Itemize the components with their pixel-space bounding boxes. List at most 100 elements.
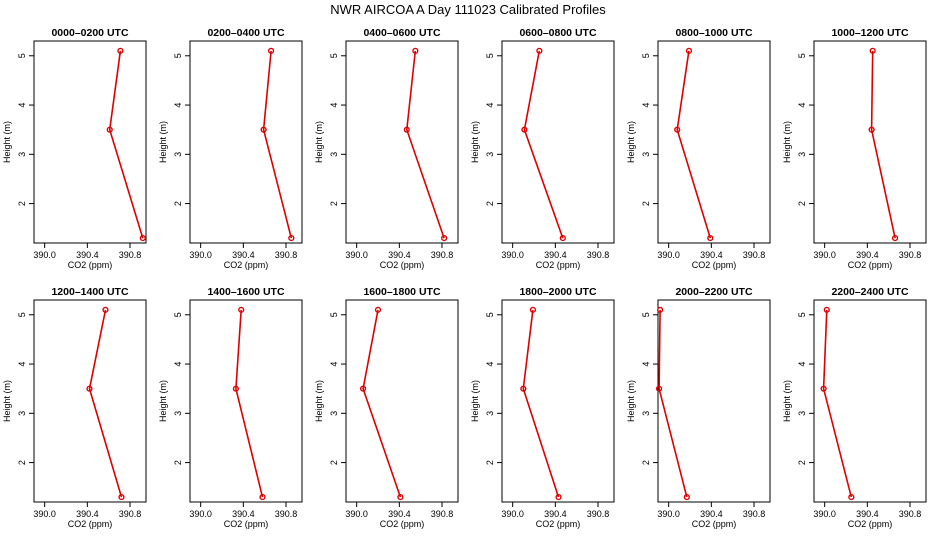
x-tick-label: 390.8 bbox=[119, 509, 142, 519]
profile-panel: 0800–1000 UTC 390.0 390.4 390.8 2 3 4 5 CO2 (ppm… bbox=[626, 27, 771, 270]
x-tick-label: 390.0 bbox=[813, 509, 836, 519]
y-tick-label: 5 bbox=[173, 53, 183, 58]
y-tick-label: 5 bbox=[17, 53, 27, 58]
panel-title: 1400–1600 UTC bbox=[207, 286, 284, 298]
data-point bbox=[397, 493, 404, 501]
data-point bbox=[139, 234, 146, 242]
y-tick-label: 5 bbox=[797, 53, 807, 58]
x-tick-label: 390.0 bbox=[501, 250, 524, 260]
data-point bbox=[869, 47, 876, 54]
x-tick-label: 390.8 bbox=[899, 509, 922, 519]
y-axis-label: Height (m) bbox=[2, 121, 12, 163]
plot-frame bbox=[813, 299, 927, 503]
y-tick-label: 3 bbox=[485, 411, 495, 416]
y-tick-label: 2 bbox=[485, 201, 495, 206]
y-axis-label: Height (m) bbox=[2, 380, 12, 422]
y-tick-label: 4 bbox=[797, 103, 807, 108]
x-tick-label: 390.0 bbox=[657, 250, 680, 260]
profile-line bbox=[522, 309, 560, 498]
data-point bbox=[374, 306, 382, 313]
data-point bbox=[559, 234, 566, 242]
x-tick-label: 390.0 bbox=[345, 250, 368, 260]
profile-line bbox=[108, 50, 144, 239]
y-axis-label: Height (m) bbox=[626, 380, 636, 422]
y-tick-label: 3 bbox=[329, 411, 339, 416]
plot-frame bbox=[501, 40, 615, 244]
y-tick-label: 5 bbox=[485, 312, 495, 317]
data-point bbox=[848, 493, 855, 501]
x-tick-label: 390.4 bbox=[700, 509, 723, 519]
y-axis-label: Height (m) bbox=[782, 121, 792, 163]
y-tick-label: 4 bbox=[329, 362, 339, 367]
y-axis-label: Height (m) bbox=[158, 121, 168, 163]
y-tick-label: 5 bbox=[797, 312, 807, 317]
y-tick-label: 2 bbox=[173, 460, 183, 465]
y-tick-label: 3 bbox=[797, 152, 807, 157]
x-tick-label: 390.0 bbox=[501, 509, 524, 519]
profile-panel: 1600–1800 UTC 390.0 390.4 390.8 2 3 4 5 CO2 (ppm… bbox=[314, 286, 459, 529]
profile-line bbox=[405, 50, 445, 239]
data-point bbox=[102, 306, 109, 313]
plot-frame bbox=[33, 40, 147, 244]
y-tick-label: 4 bbox=[641, 362, 651, 367]
x-tick-label: 390.0 bbox=[657, 509, 680, 519]
x-tick-label: 390.8 bbox=[431, 509, 454, 519]
plot-frame bbox=[189, 299, 303, 503]
profile-panel: 1400–1600 UTC 390.0 390.4 390.8 2 3 4 5 CO2 (ppm… bbox=[158, 286, 303, 529]
y-tick-label: 2 bbox=[641, 201, 651, 206]
x-tick-label: 390.8 bbox=[431, 250, 454, 260]
panel-title: 0600–0800 UTC bbox=[519, 27, 596, 39]
data-point bbox=[288, 234, 295, 242]
plot-frame bbox=[33, 299, 147, 503]
panel-title: 2200–2400 UTC bbox=[831, 286, 908, 298]
x-tick-label: 390.8 bbox=[743, 509, 766, 519]
panel-grid: 0000–0200 UTC 390.0 390.4 390.8 2 3 4 5 CO2 (ppm… bbox=[2, 27, 927, 529]
y-tick-label: 3 bbox=[641, 411, 651, 416]
x-tick-label: 390.8 bbox=[275, 509, 298, 519]
y-tick-label: 3 bbox=[17, 152, 27, 157]
y-tick-label: 5 bbox=[641, 53, 651, 58]
profile-line bbox=[262, 50, 293, 239]
x-axis-label: CO2 (ppm) bbox=[536, 260, 581, 270]
profile-panel: 2200–2400 UTC 390.0 390.4 390.8 2 3 4 5 CO2 (ppm… bbox=[782, 286, 927, 529]
x-tick-label: 390.4 bbox=[232, 250, 255, 260]
y-tick-label: 3 bbox=[173, 411, 183, 416]
data-point bbox=[403, 126, 410, 133]
x-axis-label: CO2 (ppm) bbox=[380, 260, 425, 270]
x-axis-label: CO2 (ppm) bbox=[848, 519, 893, 529]
x-tick-label: 390.4 bbox=[388, 250, 411, 260]
y-axis-label: Height (m) bbox=[314, 380, 324, 422]
data-point bbox=[106, 126, 113, 133]
data-point bbox=[259, 493, 266, 501]
data-point bbox=[260, 126, 267, 133]
y-tick-label: 5 bbox=[173, 312, 183, 317]
panel-title: 0400–0600 UTC bbox=[363, 27, 440, 39]
y-tick-label: 4 bbox=[641, 103, 651, 108]
y-tick-label: 5 bbox=[485, 53, 495, 58]
data-point bbox=[238, 306, 245, 313]
y-axis-label: Height (m) bbox=[158, 380, 168, 422]
panel-title: 1800–2000 UTC bbox=[519, 286, 596, 298]
y-axis-label: Height (m) bbox=[314, 121, 324, 163]
y-tick-label: 2 bbox=[797, 201, 807, 206]
x-axis-label: CO2 (ppm) bbox=[692, 260, 737, 270]
x-tick-label: 390.4 bbox=[700, 250, 723, 260]
data-point bbox=[657, 306, 664, 313]
data-point bbox=[555, 493, 562, 501]
x-tick-label: 390.8 bbox=[587, 250, 610, 260]
panel-title: 1000–1200 UTC bbox=[831, 27, 908, 39]
data-point bbox=[359, 385, 367, 392]
y-tick-label: 4 bbox=[329, 103, 339, 108]
y-tick-label: 3 bbox=[485, 152, 495, 157]
data-point bbox=[685, 47, 693, 54]
data-point bbox=[536, 47, 543, 54]
profile-line bbox=[235, 309, 264, 498]
x-tick-label: 390.0 bbox=[189, 509, 212, 519]
profile-line bbox=[88, 309, 123, 498]
y-tick-label: 5 bbox=[329, 312, 339, 317]
y-tick-label: 5 bbox=[329, 53, 339, 58]
y-axis-label: Height (m) bbox=[470, 121, 480, 163]
data-point bbox=[117, 47, 124, 54]
y-axis-label: Height (m) bbox=[782, 380, 792, 422]
plot-frame bbox=[345, 40, 459, 244]
